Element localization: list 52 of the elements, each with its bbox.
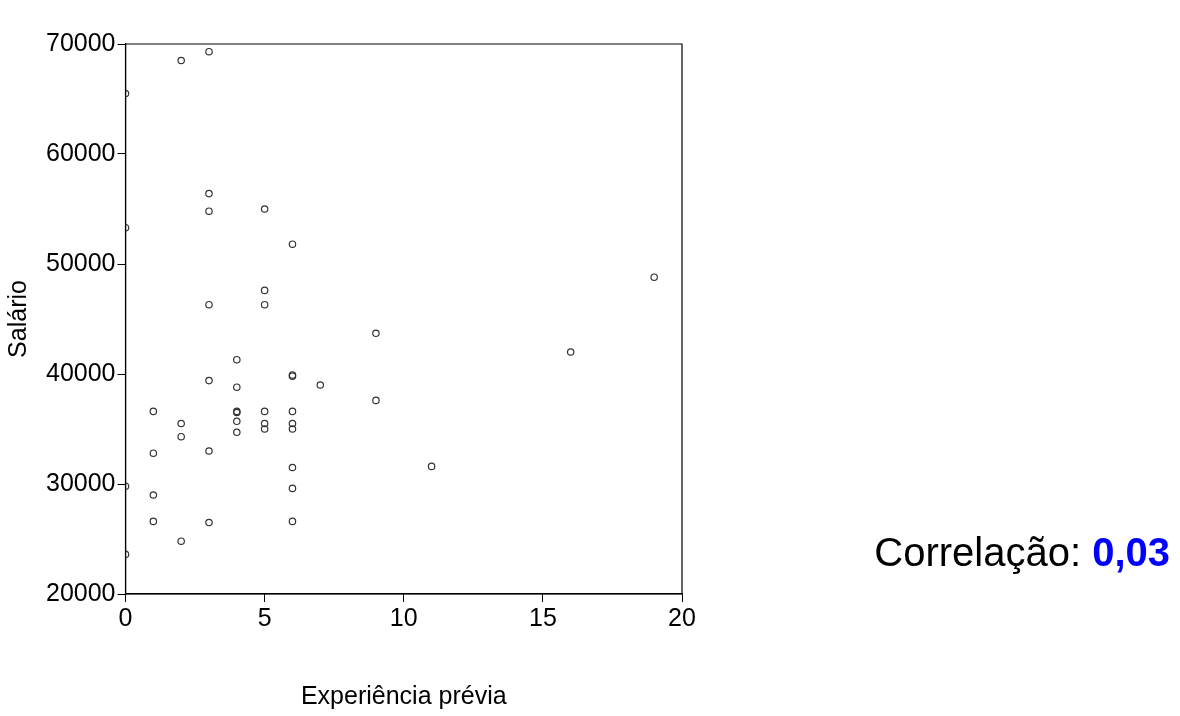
point: [288, 463, 297, 472]
point: [288, 407, 297, 416]
x-tick-label: 15: [528, 602, 557, 631]
point: [288, 484, 297, 493]
point: [372, 329, 380, 338]
y-tick-label: 30000: [45, 467, 116, 496]
point: [566, 348, 575, 356]
y-axis-title: Salário: [2, 280, 31, 358]
point: [205, 447, 213, 455]
point: [205, 300, 213, 309]
point: [149, 449, 158, 457]
point: [149, 491, 158, 499]
point: [260, 407, 269, 416]
point: [427, 462, 436, 471]
point: [260, 419, 269, 428]
point: [288, 419, 297, 428]
y-tick-label: 60000: [45, 137, 116, 166]
x-tick-label: 10: [389, 602, 418, 631]
point: [233, 428, 241, 437]
point: [260, 425, 269, 433]
y-tick-label: 20000: [45, 577, 116, 606]
point: [233, 383, 241, 391]
y-tick-label: 50000: [45, 247, 116, 276]
point: [260, 205, 269, 213]
point: [233, 355, 241, 364]
x-tick-label: 5: [257, 602, 272, 631]
point: [260, 300, 269, 309]
point: [177, 56, 185, 65]
x-tick-label: 20: [668, 602, 696, 631]
point: [288, 425, 297, 433]
point: [205, 47, 213, 56]
y-tick-label: 70000: [45, 27, 116, 56]
point: [288, 240, 297, 248]
point: [372, 396, 380, 405]
point: [177, 432, 185, 441]
text: Correlação: 0,03: [874, 530, 1170, 574]
point: [205, 376, 213, 385]
point: [650, 273, 658, 281]
point: [177, 537, 185, 545]
point: [149, 517, 158, 526]
point: [316, 381, 325, 389]
point: [149, 407, 158, 416]
point: [205, 207, 213, 215]
x-tick-label: 0: [118, 602, 133, 631]
point: [205, 518, 213, 527]
x-axis-title: Experiência prévia: [300, 680, 507, 709]
point: [177, 419, 185, 428]
point: [205, 189, 213, 198]
point: [233, 417, 241, 426]
point: [288, 517, 297, 526]
point: [260, 286, 269, 295]
y-tick-label: 40000: [45, 357, 116, 386]
